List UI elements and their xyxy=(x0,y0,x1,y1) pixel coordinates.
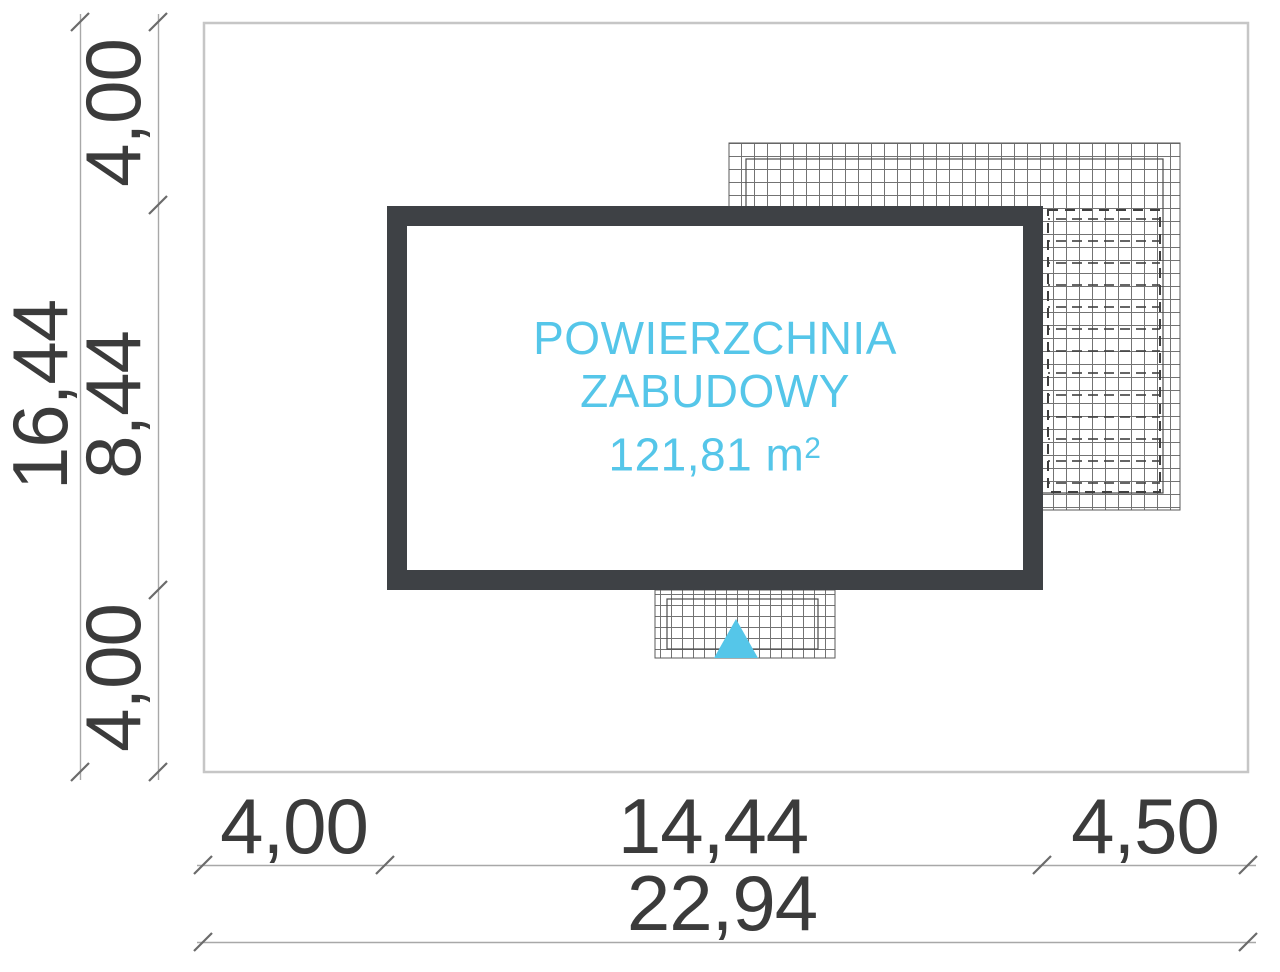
building-area-value: 121,81 m2 xyxy=(407,418,1023,481)
dim-bottom-right-label: 4,50 xyxy=(1071,782,1220,870)
building-footprint xyxy=(387,206,1043,590)
entrance-marker-triangle xyxy=(714,619,758,658)
dim-left-total-label: 16,44 xyxy=(0,299,84,491)
dim-left-middle-label: 8,44 xyxy=(69,331,157,479)
dimension-lines xyxy=(79,14,1256,944)
plot-boundary xyxy=(202,21,1250,774)
building-area-exponent: 2 xyxy=(804,432,822,465)
building-area-label: POWIERZCHNIA ZABUDOWY 121,81 m2 xyxy=(407,312,1023,481)
building-area-label-line2: ZABUDOWY xyxy=(580,365,850,417)
building-area-number: 121,81 m xyxy=(608,428,805,481)
dimension-ticks xyxy=(70,12,1258,952)
dim-left-top-label: 4,00 xyxy=(69,39,157,187)
dim-left-bottom-label: 4,00 xyxy=(69,604,157,752)
dim-bottom-total-label: 22,94 xyxy=(626,859,818,947)
dim-bottom-left-label: 4,00 xyxy=(220,782,369,870)
roof-overhang-dashed-outline xyxy=(1047,209,1161,493)
dim-bottom-middle-label: 14,44 xyxy=(617,782,809,870)
building-area-label-line1: POWIERZCHNIA xyxy=(533,312,897,364)
